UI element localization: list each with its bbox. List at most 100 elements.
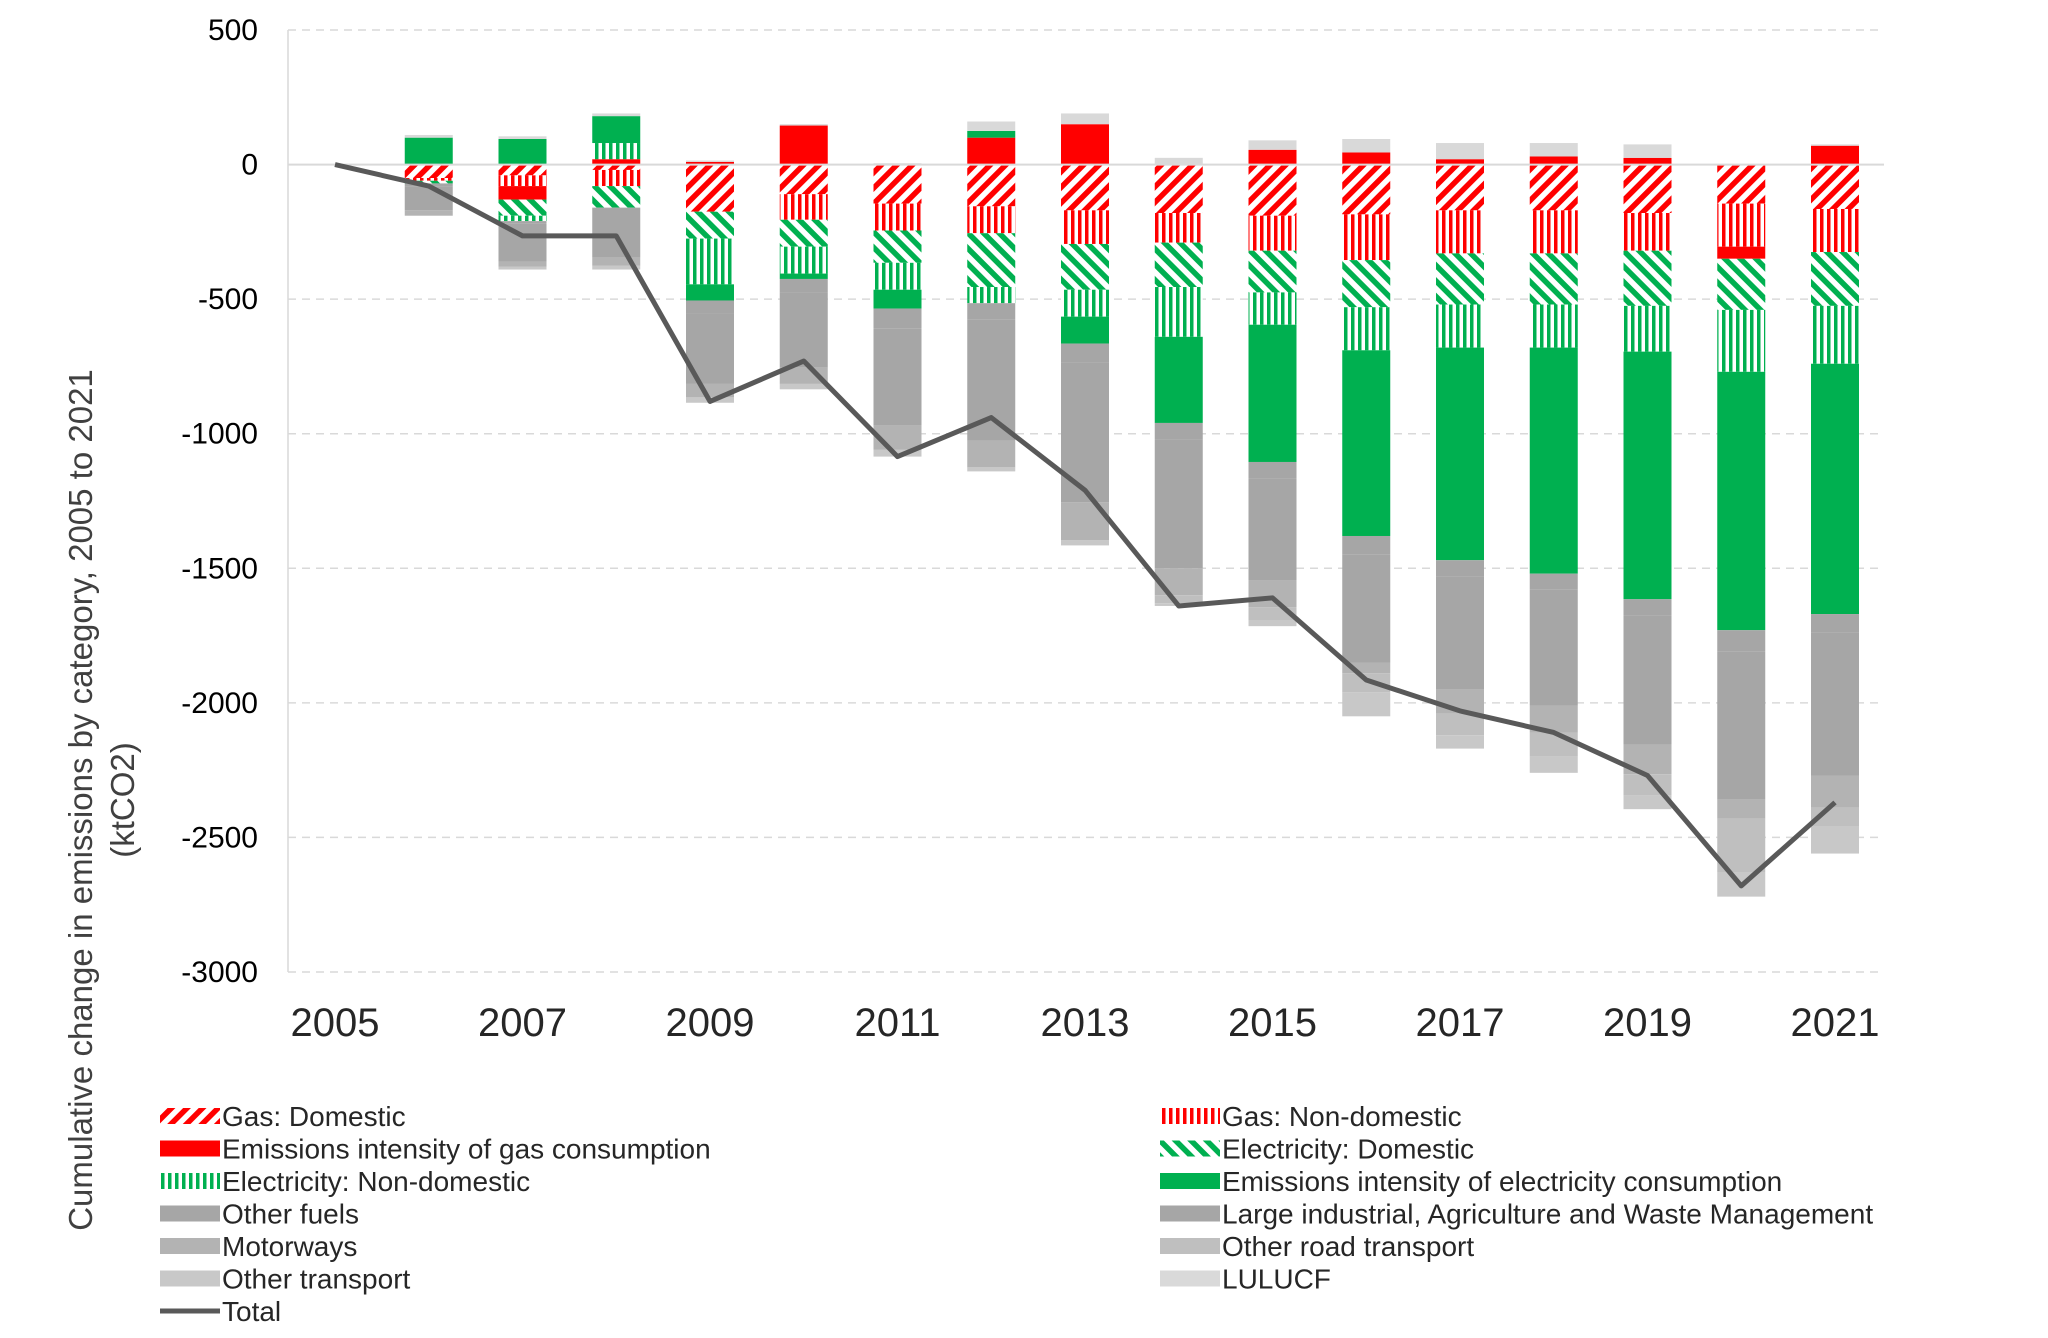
bar-segment-electricity-non-domestic-2014 [1155, 287, 1203, 337]
x-tick-label: 2007 [478, 1001, 567, 1045]
legend-label-gas-domestic: Gas: Domestic [222, 1101, 406, 1132]
legend-swatch-electricity-non-domestic [160, 1173, 220, 1189]
legend-label-large-industrial-agriculture-and-waste-management: Large industrial, Agriculture and Waste … [1222, 1199, 1873, 1230]
bar-segment-other-fuels-2012 [967, 303, 1015, 319]
bar-segment-electricity-non-domestic-2017 [1436, 305, 1484, 348]
legend-item-large-industrial-agriculture-and-waste-management: Large industrial, Agriculture and Waste … [1160, 1199, 1873, 1230]
bar-segment-electricity-non-domestic-2020 [1717, 310, 1765, 372]
bar-segment-gas-domestic-2015 [1249, 165, 1297, 216]
bar-segment-electricity-non-domestic-2018 [1530, 305, 1578, 348]
legend-item-gas-non-domestic: Gas: Non-domestic [1160, 1101, 1462, 1132]
bar-segment-electricity-domestic-2007 [499, 200, 547, 216]
legend-item-total: Total [160, 1296, 281, 1327]
bar-segment-large-industrial-agriculture-and-waste-management-2016 [1342, 555, 1390, 663]
bar-segment-motorways-2007 [499, 261, 547, 266]
bar-segment-other-fuels-2020 [1717, 630, 1765, 652]
legend-label-lulucf: LULUCF [1222, 1264, 1331, 1295]
y-tick-label: 500 [208, 14, 258, 47]
bar-segment-electricity-domestic-2016 [1342, 260, 1390, 307]
y-axis-title-line: Cumulative change in emissions by catego… [62, 369, 99, 1231]
bar-segment-large-industrial-agriculture-and-waste-management-2011 [874, 329, 922, 426]
bar-segment-electricity-non-domestic-2010 [780, 247, 828, 274]
y-tick-label: -500 [198, 283, 258, 316]
bar-segment-other-transport-2013 [1061, 540, 1109, 545]
legend-swatch-gas-domestic [160, 1108, 220, 1124]
bar-segment-gas-non-domestic-2021 [1811, 209, 1859, 252]
bar-segment-lulucf-2010 [780, 124, 828, 125]
bar-segment-other-fuels-2010 [780, 279, 828, 292]
bar-segment-other-fuels-2018 [1530, 574, 1578, 590]
bar-segment-electricity-domestic-2019 [1624, 251, 1672, 306]
bar-segment-lulucf-2009 [686, 161, 734, 162]
bar-segment-lulucf-2019 [1624, 144, 1672, 157]
legend-swatch-electricity-domestic [1160, 1141, 1220, 1157]
bar-segment-electricity-non-domestic-2016 [1342, 307, 1390, 350]
legend-item-other-transport: Other transport [160, 1264, 411, 1295]
bar-segment-gas-domestic-2018 [1530, 165, 1578, 211]
bar-segment-gas-domestic-2012 [967, 165, 1015, 207]
y-tick-label: -3000 [181, 956, 258, 989]
bar-segment-gas-domestic-2021 [1811, 165, 1859, 209]
bar-segment-gas-domestic-2011 [874, 165, 922, 204]
bar-segment-emissions-intensity-of-electricity-consumption-2020 [1717, 372, 1765, 630]
bar-segment-other-fuels-2007 [499, 221, 547, 224]
bar-segment-gas-domestic-2014 [1155, 165, 1203, 213]
bar-segment-emissions-intensity-of-gas-consumption-2012 [967, 138, 1015, 165]
legend-swatch-lulucf [1160, 1271, 1220, 1287]
bar-segment-other-fuels-2015 [1249, 462, 1297, 478]
y-axis-title-line: (ktCO2) [104, 742, 141, 858]
bar-segment-motorways-2006 [405, 210, 453, 215]
bar-segment-gas-non-domestic-2018 [1530, 210, 1578, 253]
bar-segment-emissions-intensity-of-gas-consumption-2016 [1342, 152, 1390, 164]
bar-segment-lulucf-2017 [1436, 143, 1484, 159]
bar-segment-gas-domestic-2020 [1717, 165, 1765, 204]
bar-segment-other-transport-2021 [1811, 827, 1859, 854]
bar-segment-lulucf-2012 [967, 122, 1015, 131]
bar-segment-gas-domestic-2016 [1342, 165, 1390, 215]
y-tick-label: -1000 [181, 418, 258, 451]
legend-label-other-road-transport: Other road transport [1222, 1231, 1474, 1262]
bar-segment-other-fuels-2017 [1436, 560, 1484, 576]
legend-label-electricity-non-domestic: Electricity: Non-domestic [222, 1166, 530, 1197]
bar-segment-gas-non-domestic-2013 [1061, 210, 1109, 244]
bar-segment-emissions-intensity-of-electricity-consumption-2007 [499, 139, 547, 165]
bar-segment-emissions-intensity-of-electricity-consumption-2016 [1342, 350, 1390, 536]
bar-segment-gas-non-domestic-2008 [592, 170, 640, 186]
legend-item-emissions-intensity-of-electricity-consumption: Emissions intensity of electricity consu… [1160, 1166, 1782, 1197]
bar-segment-electricity-domestic-2017 [1436, 253, 1484, 304]
bar-segment-other-fuels-2021 [1811, 614, 1859, 633]
bar-segment-gas-domestic-2013 [1061, 165, 1109, 211]
bar-segment-electricity-domestic-2018 [1530, 253, 1578, 304]
x-tick-label: 2017 [1416, 1001, 1505, 1045]
bar-segment-emissions-intensity-of-electricity-consumption-2013 [1061, 317, 1109, 344]
legend-swatch-other-transport [160, 1271, 220, 1287]
bar-segment-large-industrial-agriculture-and-waste-management-2015 [1249, 478, 1297, 580]
bar-segment-gas-non-domestic-2010 [780, 194, 828, 220]
legend-label-electricity-domestic: Electricity: Domestic [1222, 1134, 1474, 1165]
legend-swatch-other-road-transport [1160, 1238, 1220, 1254]
bar-segment-other-fuels-2008 [592, 208, 640, 209]
bar-segment-electricity-non-domestic-2021 [1811, 306, 1859, 364]
bar-segment-other-transport-2007 [499, 267, 547, 270]
legend-label-emissions-intensity-of-electricity-consumption: Emissions intensity of electricity consu… [1222, 1166, 1782, 1197]
bar-segment-gas-domestic-2007 [499, 165, 547, 176]
bar-segment-gas-non-domestic-2020 [1717, 204, 1765, 247]
bar-segment-large-industrial-agriculture-and-waste-management-2018 [1530, 590, 1578, 706]
bar-segment-emissions-intensity-of-electricity-consumption-2019 [1624, 352, 1672, 600]
bar-segment-other-transport-2016 [1342, 692, 1390, 716]
y-tick-label: -1500 [181, 552, 258, 585]
legend-label-emissions-intensity-of-gas-consumption: Emissions intensity of gas consumption [222, 1134, 711, 1165]
bar-segment-lulucf-2015 [1249, 140, 1297, 149]
bar-segment-electricity-non-domestic-2008 [592, 143, 640, 159]
bar-segment-other-fuels-2011 [874, 309, 922, 329]
bar-segment-lulucf-2013 [1061, 113, 1109, 124]
bar-segment-large-industrial-agriculture-and-waste-management-2008 [592, 209, 640, 257]
svg-text:Cumulative change in emissions: Cumulative change in emissions by catego… [62, 369, 141, 1231]
bar-segment-electricity-non-domestic-2009 [686, 239, 734, 285]
bar-segment-electricity-domestic-2008 [592, 186, 640, 208]
bar-segment-other-fuels-2009 [686, 300, 734, 313]
bar-segment-electricity-non-domestic-2007 [499, 216, 547, 221]
bar-segment-gas-non-domestic-2011 [874, 204, 922, 231]
bar-segment-large-industrial-agriculture-and-waste-management-2014 [1155, 439, 1203, 568]
